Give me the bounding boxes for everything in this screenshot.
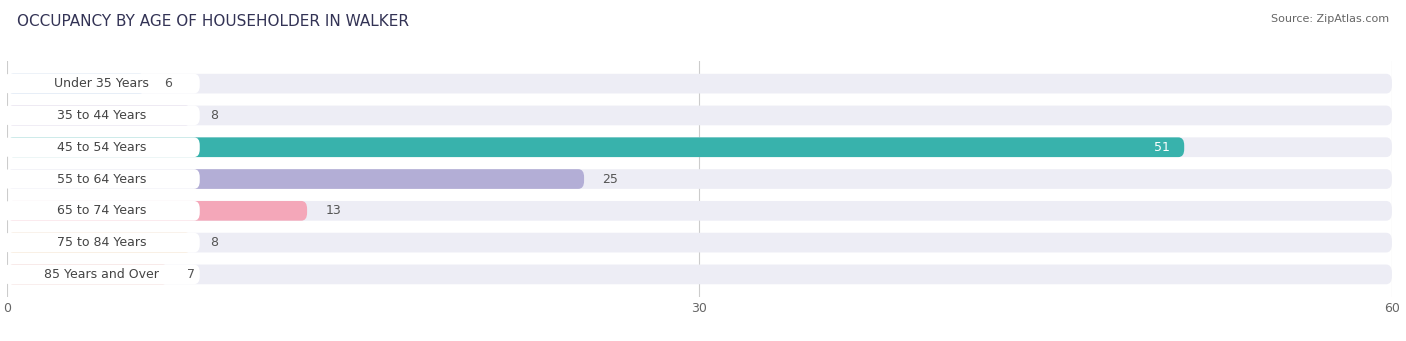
FancyBboxPatch shape <box>7 265 1392 284</box>
FancyBboxPatch shape <box>7 169 1392 189</box>
Text: 85 Years and Over: 85 Years and Over <box>44 268 159 281</box>
Text: 8: 8 <box>209 109 218 122</box>
FancyBboxPatch shape <box>4 201 200 221</box>
FancyBboxPatch shape <box>7 233 1392 252</box>
FancyBboxPatch shape <box>7 265 169 284</box>
Text: 25: 25 <box>603 173 619 186</box>
FancyBboxPatch shape <box>7 137 1184 157</box>
Text: 35 to 44 Years: 35 to 44 Years <box>58 109 146 122</box>
FancyBboxPatch shape <box>7 201 1392 221</box>
Text: Source: ZipAtlas.com: Source: ZipAtlas.com <box>1271 14 1389 24</box>
FancyBboxPatch shape <box>4 233 200 252</box>
FancyBboxPatch shape <box>4 137 200 157</box>
FancyBboxPatch shape <box>7 74 146 93</box>
Text: Under 35 Years: Under 35 Years <box>55 77 149 90</box>
Text: 51: 51 <box>1154 141 1170 154</box>
FancyBboxPatch shape <box>7 201 307 221</box>
FancyBboxPatch shape <box>7 74 1392 93</box>
Text: 6: 6 <box>165 77 172 90</box>
Text: 8: 8 <box>209 236 218 249</box>
FancyBboxPatch shape <box>4 106 200 125</box>
FancyBboxPatch shape <box>7 169 583 189</box>
Text: 13: 13 <box>326 204 342 217</box>
Text: 7: 7 <box>187 268 195 281</box>
FancyBboxPatch shape <box>4 74 200 93</box>
FancyBboxPatch shape <box>4 169 200 189</box>
FancyBboxPatch shape <box>4 265 200 284</box>
Text: 45 to 54 Years: 45 to 54 Years <box>58 141 146 154</box>
FancyBboxPatch shape <box>7 106 1392 125</box>
FancyBboxPatch shape <box>7 233 191 252</box>
Text: OCCUPANCY BY AGE OF HOUSEHOLDER IN WALKER: OCCUPANCY BY AGE OF HOUSEHOLDER IN WALKE… <box>17 14 409 29</box>
FancyBboxPatch shape <box>7 137 1392 157</box>
Text: 75 to 84 Years: 75 to 84 Years <box>56 236 146 249</box>
FancyBboxPatch shape <box>7 106 191 125</box>
Text: 65 to 74 Years: 65 to 74 Years <box>58 204 146 217</box>
Text: 55 to 64 Years: 55 to 64 Years <box>58 173 146 186</box>
